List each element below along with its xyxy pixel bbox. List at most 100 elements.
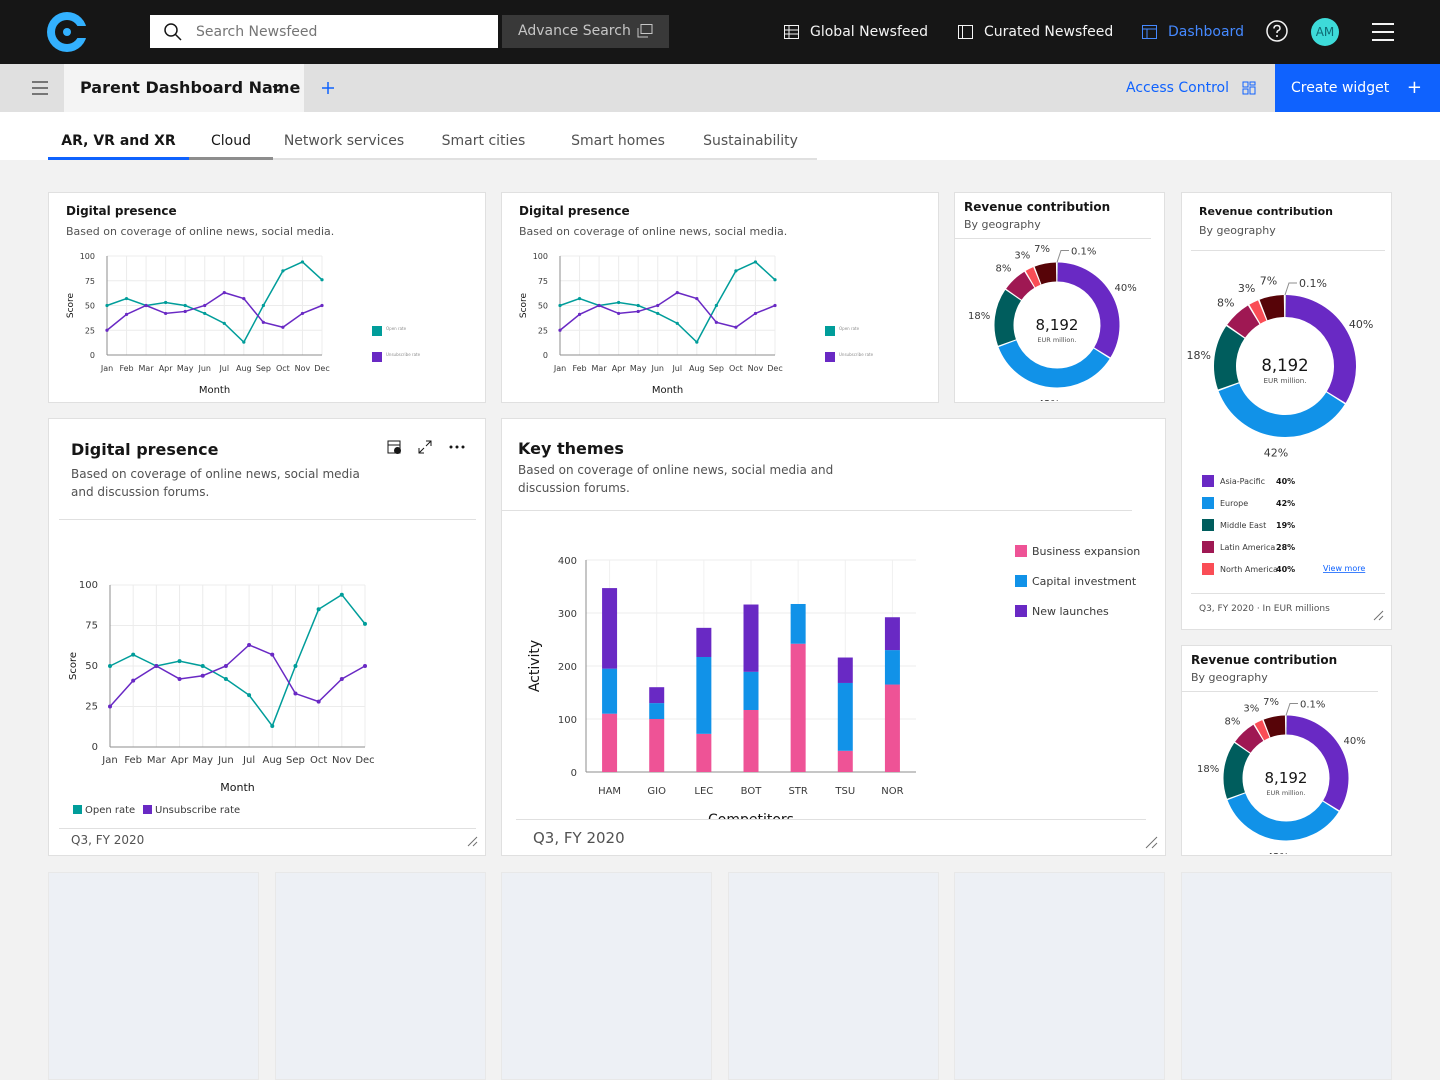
slice-label: 8% (996, 264, 1012, 275)
tab-cloud[interactable]: Cloud (189, 112, 273, 160)
empty-widget-slot[interactable] (1181, 872, 1392, 1080)
data-point (320, 278, 324, 282)
y-axis-label: Score (68, 652, 79, 680)
tab-smart-homes[interactable]: Smart homes (552, 112, 684, 160)
widget-key-themes[interactable]: Key themes Based on coverage of online n… (501, 418, 1166, 856)
donut-slice (1025, 267, 1041, 288)
donut-slice (1254, 720, 1270, 741)
donut-center-label: EUR million. (1263, 376, 1306, 385)
view-more-link[interactable]: View more (1323, 564, 1365, 573)
top-navigation-bar: Advance Search Global Newsfeed Curated N… (0, 0, 1440, 64)
x-tick-label: Sep (256, 364, 271, 373)
x-tick-label: Nov (295, 364, 311, 373)
help-icon[interactable] (1266, 20, 1288, 42)
grid-icon[interactable] (1242, 81, 1256, 95)
widget-footer: Q3, FY 2020 (71, 833, 145, 847)
x-tick-label: Mar (147, 755, 167, 766)
leader-line (1284, 282, 1297, 296)
widget-digital-presence-2[interactable]: Digital presence Based on coverage of on… (501, 192, 939, 403)
x-tick-label: NOR (881, 786, 903, 797)
resize-icon[interactable] (1372, 609, 1384, 621)
x-tick-label: Jun (650, 364, 664, 373)
y-tick-label: 25 (538, 326, 548, 335)
widget-subtitle: By geography (1191, 671, 1268, 684)
y-tick-label: 100 (558, 715, 577, 726)
data-point (734, 325, 738, 329)
data-point (320, 303, 324, 308)
advance-search-button[interactable]: Advance Search (502, 15, 669, 48)
tab-smart-cities[interactable]: Smart cities (415, 112, 552, 160)
add-dashboard-icon[interactable] (319, 79, 337, 97)
data-point (316, 607, 321, 612)
data-point (223, 664, 228, 668)
data-point (222, 321, 226, 325)
data-icon[interactable] (387, 440, 403, 456)
nav-global-newsfeed[interactable]: Global Newsfeed (784, 0, 928, 64)
data-point (753, 260, 758, 264)
tab-ar-vr-xr[interactable]: AR, VR and XR (48, 112, 189, 160)
overflow-menu-icon[interactable] (449, 444, 465, 450)
widget-digital-presence-large[interactable]: Digital presence Based on coverage of on… (48, 418, 486, 856)
legend-swatch (1202, 541, 1214, 553)
tab-network-services[interactable]: Network services (273, 112, 415, 160)
x-tick-label: STR (788, 786, 807, 797)
data-point (270, 652, 275, 657)
data-point (247, 693, 252, 698)
expand-icon[interactable] (418, 440, 432, 454)
empty-widget-slot[interactable] (501, 872, 712, 1080)
widget-revenue-contribution-3[interactable]: Revenue contribution By geography 40% 42%… (1181, 645, 1392, 856)
bar-segment (884, 617, 900, 651)
empty-widget-slot[interactable] (954, 872, 1165, 1080)
tab-sustainability[interactable]: Sustainability (684, 112, 817, 160)
nav-dashboard[interactable]: Dashboard (1142, 0, 1244, 64)
data-point (131, 678, 136, 683)
sidebar-toggle-icon[interactable] (32, 81, 48, 95)
chevron-down-icon (272, 85, 284, 93)
series-line (106, 261, 323, 344)
legend-label: Middle East (1220, 521, 1266, 530)
widget-digital-presence-1[interactable]: Digital presence Based on coverage of on… (48, 192, 486, 403)
widget-revenue-contribution-2[interactable]: Revenue contribution By geography 40% 42%… (1181, 192, 1392, 630)
widget-revenue-contribution-1[interactable]: Revenue contribution By geography 40% 42%… (954, 192, 1165, 403)
data-point (656, 311, 660, 316)
resize-icon[interactable] (1144, 835, 1158, 849)
data-point (270, 723, 275, 728)
x-tick-label: Dec (767, 364, 782, 373)
x-tick-label: Aug (236, 364, 252, 373)
search-input[interactable] (196, 15, 486, 48)
bar-segment (602, 713, 618, 772)
empty-widget-slot[interactable] (48, 872, 259, 1080)
donut-slice (998, 340, 1110, 388)
x-tick-label: Jan (553, 364, 566, 373)
user-avatar[interactable]: AM (1311, 18, 1339, 46)
create-widget-button[interactable]: Create widget + (1275, 64, 1440, 112)
menu-icon[interactable] (1372, 22, 1394, 42)
resize-icon[interactable] (466, 835, 478, 847)
access-control-link[interactable]: Access Control (1126, 80, 1229, 96)
series-line (109, 644, 366, 707)
donut-slice (1249, 300, 1267, 324)
x-tick-label: May (192, 755, 213, 766)
data-point (617, 300, 621, 305)
dashboard-selector[interactable]: Parent Dashboard Name (64, 64, 304, 112)
legend-swatch (1202, 519, 1214, 531)
data-point (316, 699, 321, 704)
data-point (300, 260, 305, 264)
y-tick-label: 75 (85, 621, 98, 632)
legend-label: Unsubscribe rate (386, 352, 421, 357)
data-point (558, 303, 562, 308)
search-box[interactable] (150, 15, 498, 48)
data-point (222, 291, 226, 295)
data-point (339, 676, 344, 681)
slice-label: 7% (1263, 697, 1279, 708)
donut-slice (1227, 305, 1260, 338)
donut-slice (1263, 715, 1286, 738)
nav-curated-newsfeed[interactable]: Curated Newsfeed (958, 0, 1113, 64)
data-point (200, 664, 205, 668)
panel-icon (958, 25, 973, 39)
x-tick-label: Oct (276, 364, 290, 373)
empty-widget-slot[interactable] (728, 872, 939, 1080)
legend-value: 42% (1276, 499, 1295, 508)
empty-widget-slot[interactable] (275, 872, 486, 1080)
divider (1182, 691, 1378, 692)
